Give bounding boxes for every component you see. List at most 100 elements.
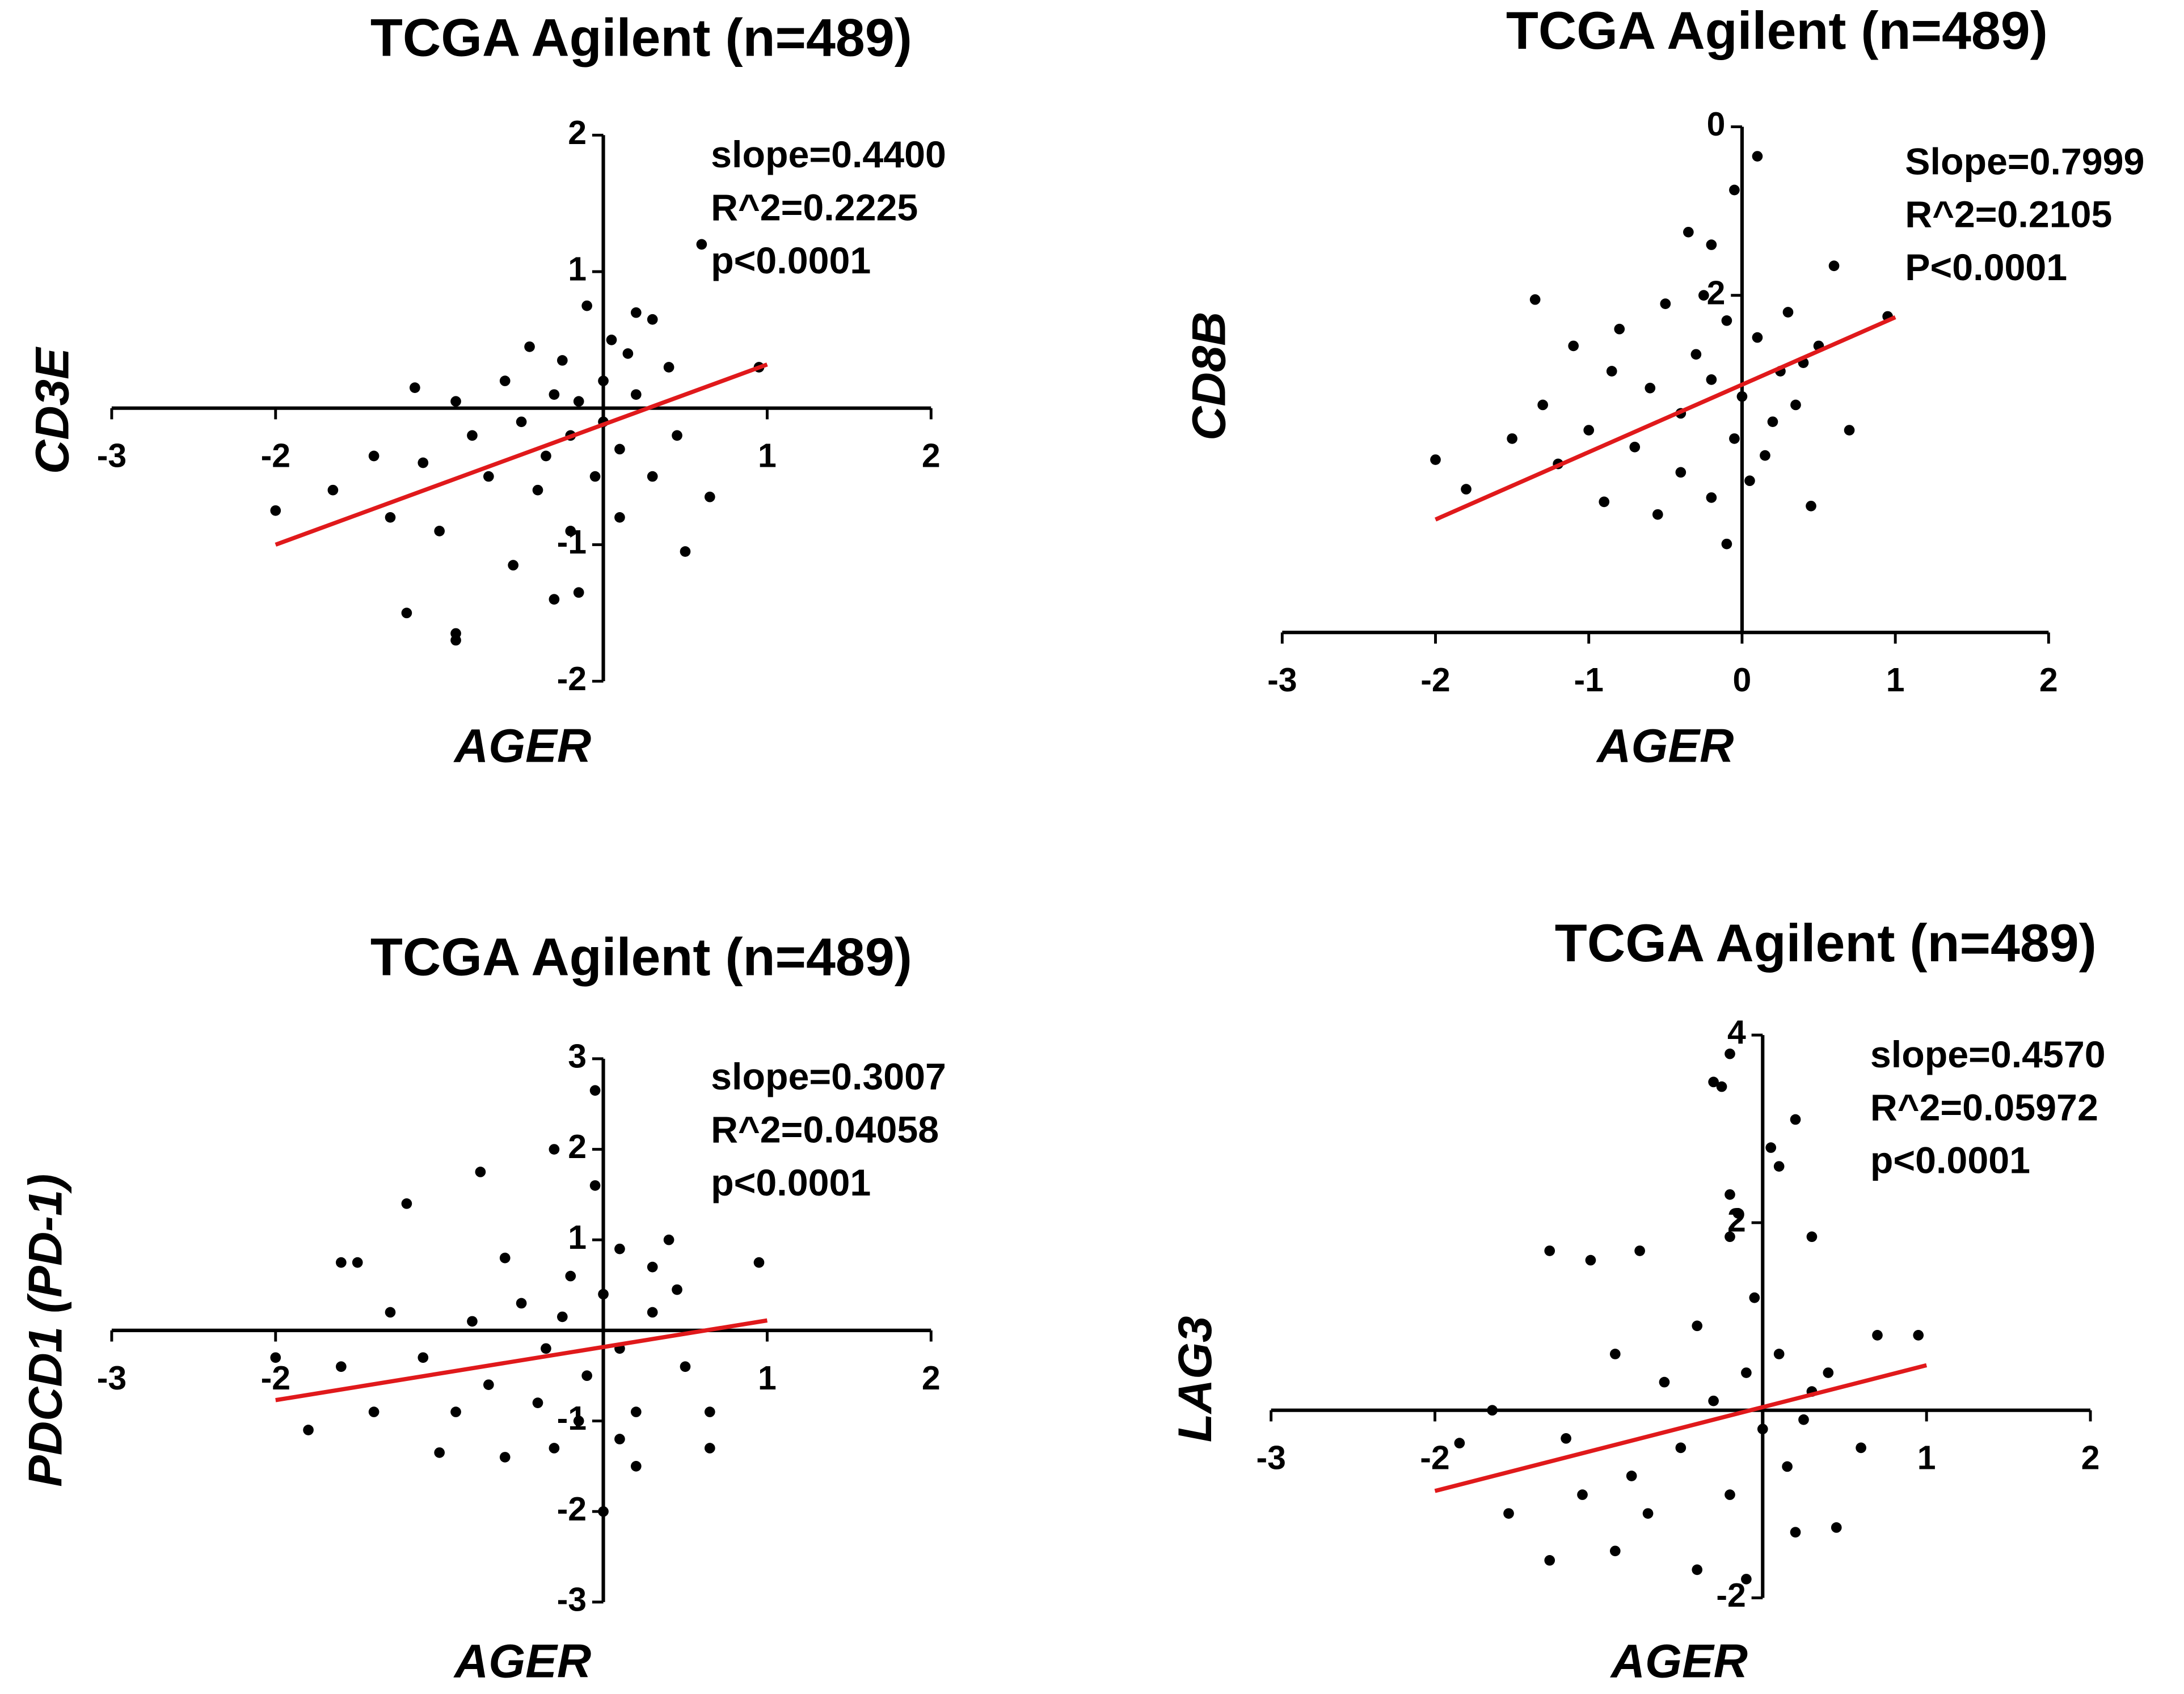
scatter-point (630, 1461, 642, 1472)
scatter-point (549, 389, 560, 400)
x-tick-label: -2 (261, 1360, 290, 1397)
scatter-point (475, 1167, 486, 1177)
scatter-point (467, 430, 478, 441)
scatter-point (1675, 467, 1687, 478)
scatter-point (1872, 1330, 1883, 1341)
scatter-point (1736, 391, 1748, 402)
stat-annotation: R^2=0.05972 (1870, 1087, 2098, 1129)
x-axis-label: AGER (1596, 719, 1734, 772)
x-tick-label: -3 (1267, 662, 1297, 699)
y-tick-label: 2 (568, 115, 587, 151)
scatter-point (672, 1284, 682, 1295)
scatter-point (1606, 366, 1617, 377)
scatter-point (1609, 1349, 1621, 1359)
scatter-point (630, 1406, 642, 1417)
stat-annotation: slope=0.4570 (1870, 1034, 2106, 1076)
x-tick-label: -3 (97, 1360, 127, 1397)
scatter-point (1626, 1471, 1637, 1481)
scatter-point (1744, 475, 1755, 487)
scatter-point (589, 471, 601, 482)
y-tick-label: -2 (557, 661, 587, 698)
scatter-point (368, 450, 380, 462)
scatter-point (1544, 1555, 1555, 1566)
scatter-point (556, 1311, 568, 1323)
scatter-point (1634, 1245, 1645, 1256)
scatter-point (1659, 1376, 1670, 1388)
scatter-point (598, 1289, 609, 1300)
scatter-point (1430, 454, 1441, 465)
scatter-point (450, 635, 461, 646)
scatter-point (704, 491, 715, 502)
scatter-point (1790, 1527, 1801, 1538)
scatter-point (581, 300, 592, 311)
scatter-point (409, 382, 420, 393)
fit-line (1434, 1363, 1928, 1493)
scatter-point (1749, 1292, 1760, 1303)
scatter-point (1568, 340, 1579, 352)
scatter-point (1577, 1489, 1588, 1500)
y-tick-label: 1 (568, 1219, 587, 1256)
x-tick-label: 1 (758, 1360, 777, 1397)
scatter-point (1708, 1076, 1719, 1088)
scatter-point (549, 594, 560, 605)
scatter-point (418, 457, 429, 468)
scatter-point (1683, 226, 1694, 238)
stat-annotation: slope=0.4400 (711, 134, 946, 176)
x-axis-label: AGER (453, 1634, 591, 1687)
stat-annotation: Slope=0.7999 (1905, 141, 2144, 183)
scatter-point (1767, 416, 1778, 428)
chart-title: TCGA Agilent (n=489) (370, 8, 912, 67)
scatter-point (647, 314, 658, 325)
x-axis-label: AGER (453, 719, 591, 772)
x-tick-label: -2 (261, 438, 290, 475)
scatter-point (704, 1443, 715, 1454)
scatter-point (1614, 323, 1625, 335)
scatter-point (1487, 1405, 1498, 1416)
scatter-point (1692, 1564, 1703, 1575)
scatter-point (589, 1085, 601, 1096)
scatter-point (598, 375, 609, 386)
y-axis-label: CD3E (26, 347, 79, 474)
y-tick-label: 3 (568, 1038, 587, 1075)
scatter-point (1583, 425, 1595, 436)
scatter-point (696, 239, 707, 250)
x-axis-label: AGER (1610, 1634, 1748, 1687)
scatter-point (1454, 1438, 1465, 1448)
scatter-point (573, 396, 584, 407)
scatter-point (1721, 538, 1732, 550)
scatter-point (327, 484, 339, 496)
scatter-point (1725, 1189, 1735, 1200)
y-tick-label: 1 (568, 251, 587, 288)
scatter-point (549, 1144, 560, 1155)
scatter-point (589, 1180, 601, 1191)
scatter-point (434, 526, 445, 536)
scatter-point (541, 450, 551, 462)
y-axis-label: PDCD1 (PD-1) (18, 1174, 71, 1487)
scatter-point (450, 1406, 461, 1417)
scatter-point (1790, 1114, 1801, 1125)
y-tick-label: -3 (557, 1581, 587, 1618)
scatter-point (1706, 492, 1717, 503)
x-tick-label: -3 (97, 438, 127, 475)
scatter-point (1660, 298, 1671, 309)
scatter-point (1741, 1367, 1752, 1378)
scatter-point (1741, 1574, 1752, 1585)
scatter-point (1806, 1231, 1818, 1243)
scatter-point (1757, 1423, 1768, 1435)
fit-line (275, 362, 768, 547)
scatter-point (385, 512, 396, 523)
scatter-point (532, 484, 543, 496)
scatter-point (630, 307, 642, 318)
scatter-point (303, 1425, 314, 1435)
scatter-point (573, 1416, 584, 1426)
scatter-point (508, 560, 518, 571)
scatter-point (663, 362, 674, 373)
scatter-point (647, 1261, 658, 1273)
y-tick-label: 2 (568, 1129, 587, 1165)
chart-title: TCGA Agilent (n=489) (1555, 914, 2097, 973)
x-tick-label: -3 (1256, 1440, 1285, 1477)
scatter-point (647, 471, 658, 482)
fit-line (1435, 315, 1896, 522)
scatter-point (1913, 1330, 1924, 1341)
